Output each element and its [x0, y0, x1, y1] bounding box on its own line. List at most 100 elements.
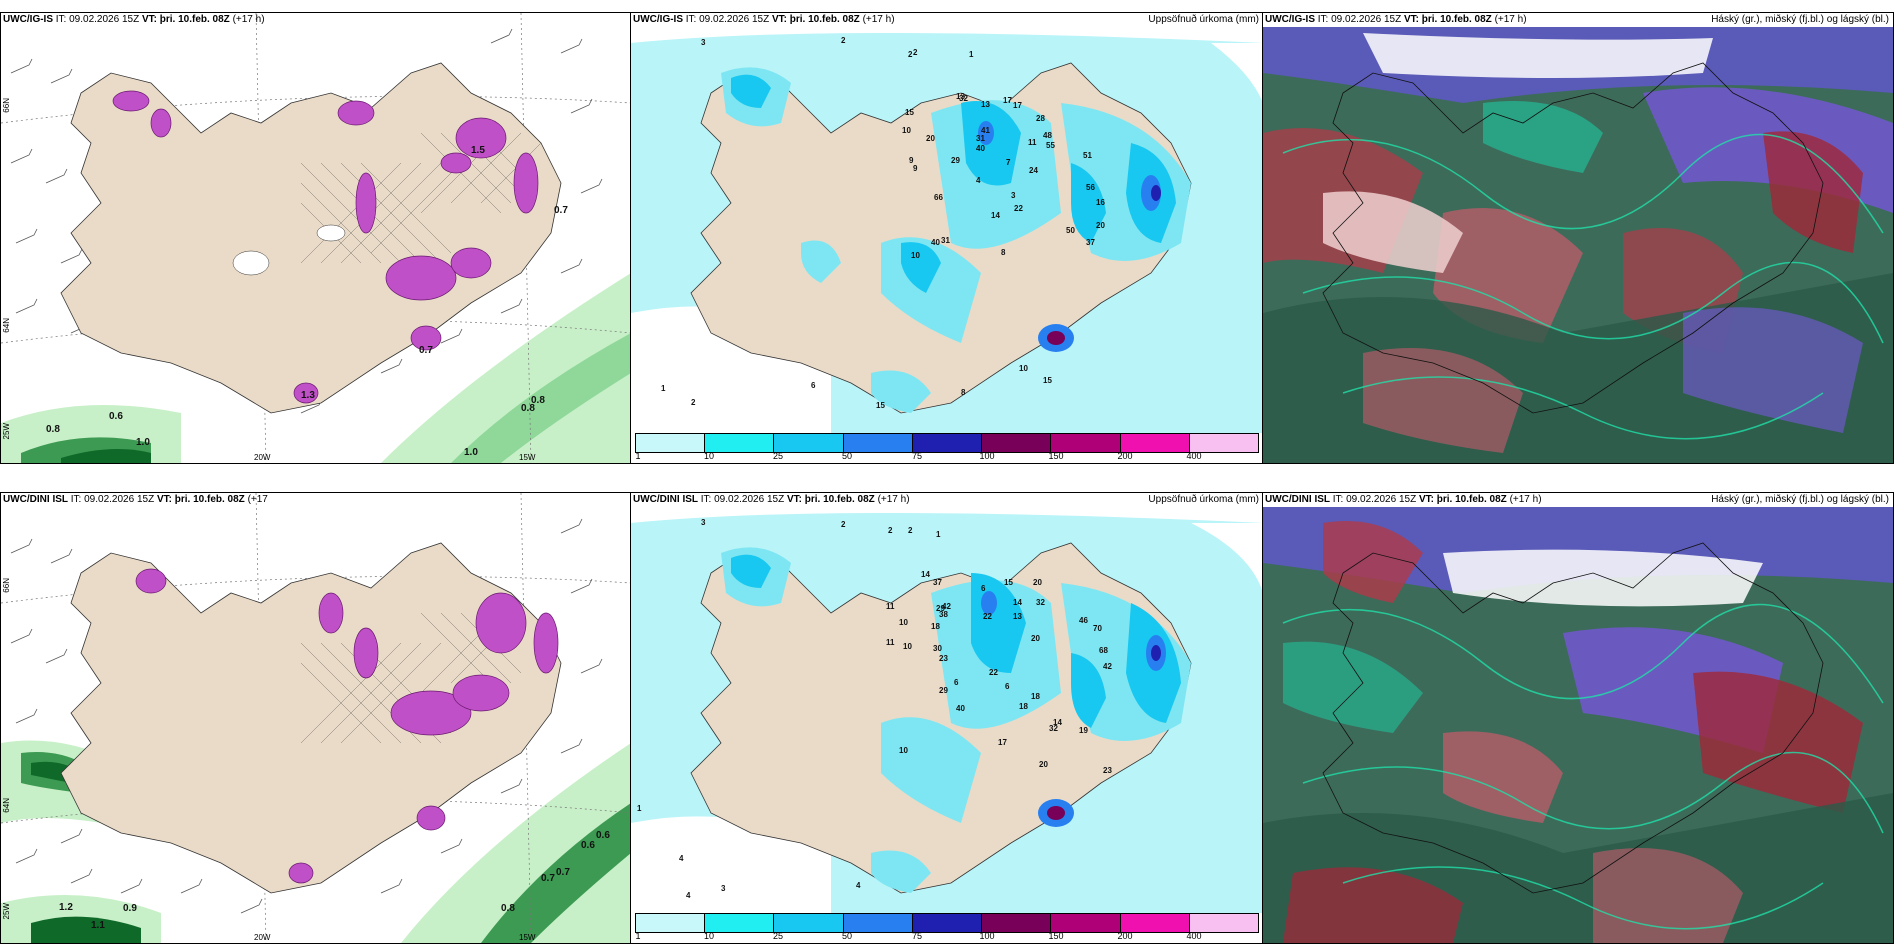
wind-barbs: [10, 518, 603, 914]
precip-value: 19: [1079, 726, 1088, 735]
precip-value: 29: [951, 156, 960, 165]
panel-title: UWC/DINI ISL IT: 09.02.2026 15Z VT: þri.…: [1265, 494, 1542, 505]
colorbar-tick: 200: [1117, 451, 1133, 461]
wind-value: 0.8: [531, 395, 545, 406]
precip-value: 6: [981, 584, 986, 593]
colorbar-swatch: [1189, 914, 1258, 932]
precip-value: 3: [1011, 191, 1016, 200]
lat-label: 64N: [2, 798, 11, 813]
precip-colorbar: [635, 433, 1259, 453]
colorbar-swatch: [1189, 434, 1258, 452]
precip-value: 15: [1004, 578, 1013, 587]
precip-value: 18: [931, 622, 940, 631]
precip-value: 17: [1013, 101, 1022, 110]
precip-value: 17: [1003, 96, 1012, 105]
precip-value: 15: [905, 108, 914, 117]
panel-r2-precip: UWC/DINI ISL IT: 09.02.2026 15Z VT: þri.…: [630, 492, 1264, 944]
colorbar-tick: 1: [635, 451, 641, 461]
colorbar-swatch: [1051, 434, 1121, 452]
lat-label: 25W: [2, 423, 11, 440]
precip-value: 51: [1083, 151, 1092, 160]
panel-title: UWC/DINI ISL IT: 09.02.2026 15Z VT: þri.…: [633, 494, 910, 505]
precip-value: 10: [911, 251, 920, 260]
precip-value: 56: [1086, 183, 1095, 192]
precip-value: 48: [1043, 131, 1052, 140]
panel-right-title: Háský (gr.), miðský (fj.bl.) og lágský (…: [1711, 494, 1889, 505]
precip-value: 2: [841, 36, 846, 45]
precip-value: 70: [1093, 624, 1102, 633]
precip-value: 37: [1086, 238, 1095, 247]
colorbar-labels: 1 10 25 50 75 100 150 200 400: [635, 451, 1259, 463]
panel-r1-wind: UWC/IG-IS IT: 09.02.2026 15Z VT: þri. 10…: [0, 12, 632, 464]
precip-value: 28: [1036, 114, 1045, 123]
precip-value: 55: [1046, 141, 1055, 150]
wind-value: 0.6: [596, 830, 610, 841]
wind-value: 0.8: [501, 903, 515, 914]
wind-value: 1.0: [464, 447, 478, 458]
cloud-map: [1263, 27, 1893, 463]
colorbar-tick: 10: [703, 931, 715, 941]
precip-value: 40: [976, 144, 985, 153]
colorbar-tick: 400: [1186, 451, 1202, 461]
colorbar-tick: 100: [979, 451, 995, 461]
panel-right-title: Uppsöfnuð úrkoma (mm): [1148, 494, 1259, 505]
panel-title: UWC/IG-IS IT: 09.02.2026 15Z VT: þri. 10…: [1265, 14, 1527, 25]
colorbar-swatch: [1120, 914, 1190, 932]
colorbar-swatch: [774, 434, 844, 452]
wind-value: 1.2: [59, 902, 73, 913]
precip-value: 31: [976, 134, 985, 143]
wind-value: 0.6: [109, 411, 123, 422]
colorbar-tick: 50: [841, 451, 853, 461]
wind-value: 1.3: [301, 390, 315, 401]
precip-value: 20: [1039, 760, 1048, 769]
precip-value: 9: [909, 156, 914, 165]
wind-value: 1.5: [471, 145, 485, 156]
colorbar-swatch: [843, 914, 913, 932]
precip-value: 22: [989, 668, 998, 677]
precip-value: 4: [686, 891, 691, 900]
precip-value: 4: [679, 854, 684, 863]
wind-map: 0.8 0.6 1.0 0.8 0.8 1.0 0.7 0.7 1.5 1.3: [1, 13, 631, 463]
panel-r1-precip: UWC/IG-IS IT: 09.02.2026 15Z VT: þri. 10…: [630, 12, 1264, 464]
precip-value: 24: [1029, 166, 1038, 175]
wind-value: 1.1: [91, 920, 105, 931]
precip-value: 2: [841, 520, 846, 529]
precip-value: 31: [941, 236, 950, 245]
colorbar-tick: 25: [772, 931, 784, 941]
precip-value: 40: [956, 704, 965, 713]
precip-value: 14: [1013, 598, 1022, 607]
precip-value: 38: [939, 610, 948, 619]
lon-label: 20W: [254, 453, 271, 462]
lon-label: 15W: [519, 933, 536, 942]
colorbar-swatch: [982, 434, 1052, 452]
precip-value: 15: [876, 401, 885, 410]
precip-value: 2: [908, 526, 913, 535]
panel-right-title: Uppsöfnuð úrkoma (mm): [1148, 14, 1259, 25]
panel-title: UWC/IG-IS IT: 09.02.2026 15Z VT: þri. 10…: [633, 14, 895, 25]
colorbar-swatch: [982, 914, 1052, 932]
colorbar-tick: 150: [1048, 451, 1064, 461]
colorbar-labels: 1 10 25 50 75 100 150 200 400: [635, 931, 1259, 943]
precip-value: 32: [959, 94, 968, 103]
colorbar-tick: 10: [703, 451, 715, 461]
colorbar-swatch: [912, 434, 983, 452]
precip-value: 8: [1001, 248, 1006, 257]
panel-r1-cloud: UWC/IG-IS IT: 09.02.2026 15Z VT: þri. 10…: [1262, 12, 1894, 464]
precip-value: 1: [637, 804, 642, 813]
cloud-map: [1263, 507, 1893, 943]
precip-value: 10: [902, 126, 911, 135]
precip-value: 3: [701, 38, 706, 47]
precip-value: 6: [954, 678, 959, 687]
precip-value: 10: [899, 746, 908, 755]
wind-value: 0.6: [581, 840, 595, 851]
panel-title: UWC/IG-IS IT: 09.02.2026 15Z VT: þri. 10…: [3, 14, 265, 25]
colorbar-swatch: [1120, 434, 1190, 452]
colorbar-swatch: [1051, 914, 1121, 932]
colorbar-swatch: [705, 914, 775, 932]
precip-value: 20: [926, 134, 935, 143]
colorbar-swatch: [774, 914, 844, 932]
precip-value: 50: [1066, 226, 1075, 235]
precip-value: 18: [1031, 692, 1040, 701]
